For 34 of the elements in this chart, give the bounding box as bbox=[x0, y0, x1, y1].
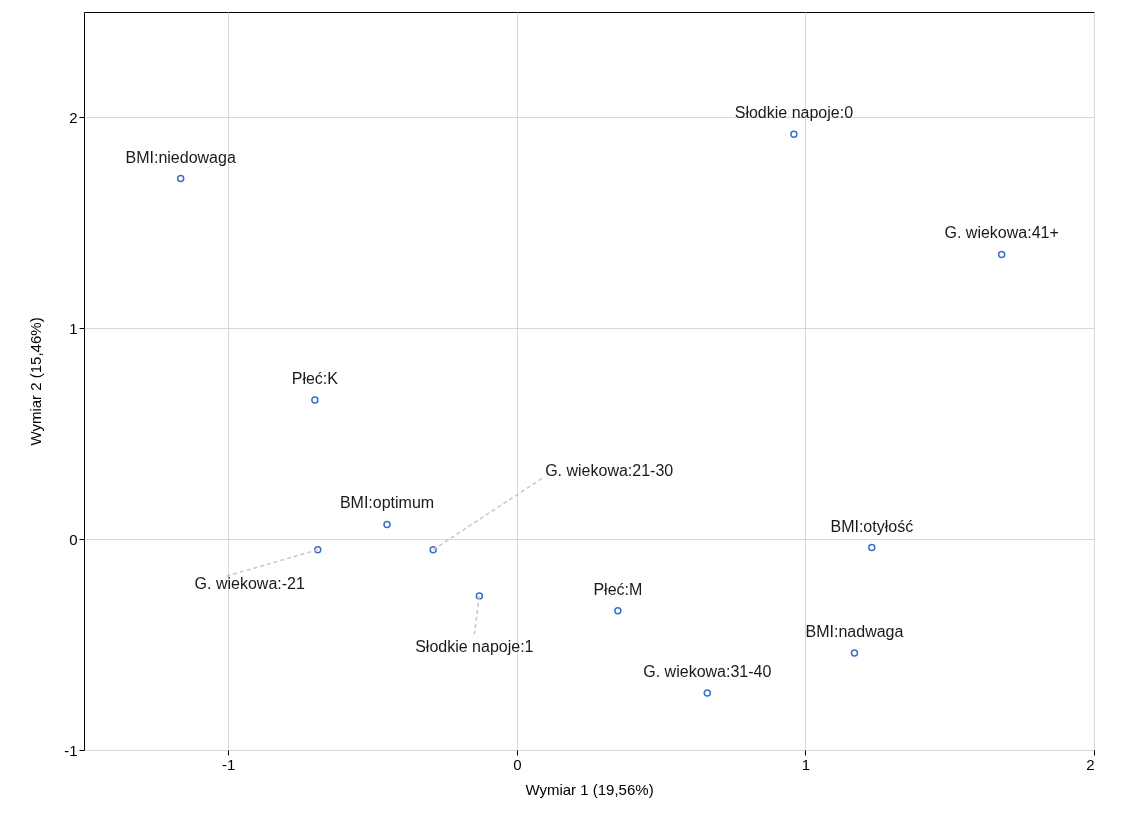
x-tick-label: 1 bbox=[801, 755, 811, 773]
annotation: Słodkie napoje:0 bbox=[734, 104, 854, 122]
y-tick-label: 1 bbox=[69, 319, 78, 337]
x-tick-label: 2 bbox=[1086, 755, 1095, 773]
x-axis-title: Wymiar 1 (19,56%) bbox=[525, 780, 654, 798]
annotation: G. wiekowa:-21 bbox=[194, 574, 305, 592]
y-axis-title: Wymiar 2 (15,46%) bbox=[27, 317, 45, 446]
annotation: Płeć:M bbox=[593, 580, 643, 598]
y-tick-label: -1 bbox=[64, 741, 78, 759]
point bbox=[703, 689, 712, 697]
annotation: BMI:otyłość bbox=[830, 517, 914, 535]
point bbox=[475, 592, 484, 600]
point bbox=[313, 545, 322, 554]
point bbox=[429, 545, 437, 554]
point bbox=[790, 130, 798, 139]
x-tick-label: -1 bbox=[222, 755, 236, 773]
point bbox=[311, 396, 319, 404]
annotation: G. wiekowa:31-40 bbox=[643, 663, 772, 681]
point bbox=[176, 174, 185, 183]
annotation: BMI:optimum bbox=[339, 494, 435, 512]
y-tick-label: 2 bbox=[69, 108, 78, 126]
annotation: G. wiekowa:41+ bbox=[944, 224, 1059, 242]
point bbox=[868, 543, 876, 552]
annotation: G. wiekowa:21-30 bbox=[545, 461, 674, 479]
point bbox=[383, 520, 391, 529]
annotation: Płeć:K bbox=[291, 369, 339, 387]
annotation: BMI:niedowaga bbox=[125, 148, 236, 166]
annotation: Słodkie napoje:1 bbox=[415, 638, 534, 656]
point bbox=[614, 607, 622, 615]
point bbox=[997, 250, 1006, 259]
point bbox=[850, 649, 859, 657]
x-tick-label: 0 bbox=[513, 755, 522, 773]
annotation: BMI:nadwaga bbox=[805, 623, 904, 641]
y-tick-label: 0 bbox=[69, 530, 78, 548]
